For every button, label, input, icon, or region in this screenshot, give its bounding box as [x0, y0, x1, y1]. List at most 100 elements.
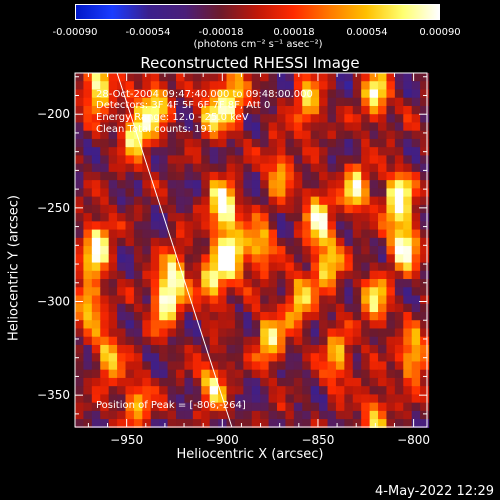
heatmap-cell [218, 402, 228, 412]
heatmap-cell [369, 97, 379, 107]
heatmap-cell [176, 229, 186, 239]
heatmap-cell [209, 328, 219, 338]
heatmap-cell [91, 204, 101, 214]
heatmap-cell [319, 180, 329, 189]
heatmap-cell [167, 196, 177, 206]
heatmap-cell [369, 394, 379, 404]
heatmap-cell [251, 262, 261, 272]
heatmap-cell [378, 361, 388, 371]
heatmap-cell [403, 246, 413, 255]
heatmap-cell [184, 229, 194, 239]
heatmap-cell [159, 312, 169, 321]
heatmap-cell [411, 196, 421, 206]
heatmap-cell [293, 73, 303, 82]
heatmap-cell [243, 89, 253, 99]
heatmap-cell [83, 394, 93, 404]
heatmap-cell [268, 122, 278, 132]
heatmap-cell [226, 287, 236, 297]
heatmap-cell [260, 287, 270, 297]
heatmap-cell [302, 419, 312, 428]
heatmap-cell [226, 377, 236, 387]
heatmap-cell [411, 320, 421, 330]
heatmap-cell [176, 270, 186, 280]
heatmap-cell [218, 105, 228, 115]
heatmap-cell [285, 89, 295, 99]
heatmap-cell [277, 130, 287, 140]
heatmap-cell [293, 369, 303, 379]
heatmap-cell [142, 221, 152, 231]
heatmap-cell [302, 171, 312, 181]
heatmap-cell [83, 410, 93, 420]
heatmap-cell [184, 171, 194, 181]
heatmap-cell [327, 147, 337, 157]
heatmap-cell [394, 122, 404, 132]
heatmap-cell [243, 369, 253, 379]
heatmap-cell [159, 155, 169, 165]
heatmap-cell [420, 89, 430, 99]
heatmap-cell [335, 229, 345, 239]
heatmap-cell [352, 336, 362, 346]
heatmap-cell [226, 246, 236, 255]
heatmap-cell [268, 81, 278, 91]
heatmap-cell [234, 221, 244, 231]
heatmap-cell [91, 262, 101, 272]
heatmap-cell [394, 147, 404, 157]
heatmap-cell [142, 229, 152, 239]
heatmap-cell [285, 81, 295, 91]
heatmap-cell [369, 89, 379, 99]
heatmap-cell [218, 221, 228, 231]
heatmap-cell [361, 114, 371, 124]
heatmap-cell [91, 73, 101, 82]
heatmap-cell [285, 279, 295, 288]
heatmap-cell [378, 89, 388, 99]
heatmap-cell [344, 221, 354, 231]
heatmap-cell [352, 377, 362, 387]
heatmap-cell [83, 295, 93, 305]
heatmap-cell [192, 237, 202, 247]
heatmap-cell [117, 147, 127, 157]
heatmap-cell [293, 279, 303, 288]
heatmap-cell [411, 221, 421, 231]
heatmap-cell [201, 163, 211, 173]
heatmap-cell [293, 394, 303, 404]
heatmap-cell [352, 270, 362, 280]
heatmap-cell [125, 130, 135, 140]
heatmap-cell [100, 171, 110, 181]
heatmap-cell [344, 369, 354, 379]
heatmap-cell [75, 262, 85, 272]
heatmap-cell [218, 254, 228, 264]
heatmap-cell [420, 155, 430, 165]
heatmap-cell [285, 237, 295, 247]
heatmap-cell [176, 163, 186, 173]
heatmap-cell [75, 320, 85, 330]
heatmap-cell [133, 89, 143, 99]
heatmap-cell [218, 89, 228, 99]
heatmap-cell [167, 369, 177, 379]
heatmap-cell [327, 73, 337, 82]
heatmap-cell [218, 171, 228, 181]
heatmap-cell [251, 279, 261, 288]
heatmap-cell [378, 254, 388, 264]
heatmap-cell [251, 246, 261, 255]
heatmap-cell [117, 369, 127, 379]
heatmap-cell [218, 270, 228, 280]
heatmap-cell [260, 279, 270, 288]
heatmap-cell [117, 138, 127, 148]
heatmap-cell [310, 394, 320, 404]
heatmap-cell [91, 81, 101, 91]
heatmap-cell [285, 402, 295, 412]
heatmap-cell [386, 270, 396, 280]
heatmap-cell [159, 138, 169, 148]
heatmap-cell [251, 155, 261, 165]
heatmap-cell [378, 353, 388, 363]
heatmap-cell [142, 295, 152, 305]
heatmap-cell [83, 279, 93, 288]
heatmap-cell [159, 262, 169, 272]
heatmap-cell [403, 312, 413, 321]
heatmap-cell [125, 344, 135, 354]
heatmap-cell [302, 303, 312, 313]
heatmap-cell [218, 369, 228, 379]
heatmap-cell [378, 237, 388, 247]
heatmap-cell [83, 89, 93, 99]
heatmap-cell [369, 254, 379, 264]
